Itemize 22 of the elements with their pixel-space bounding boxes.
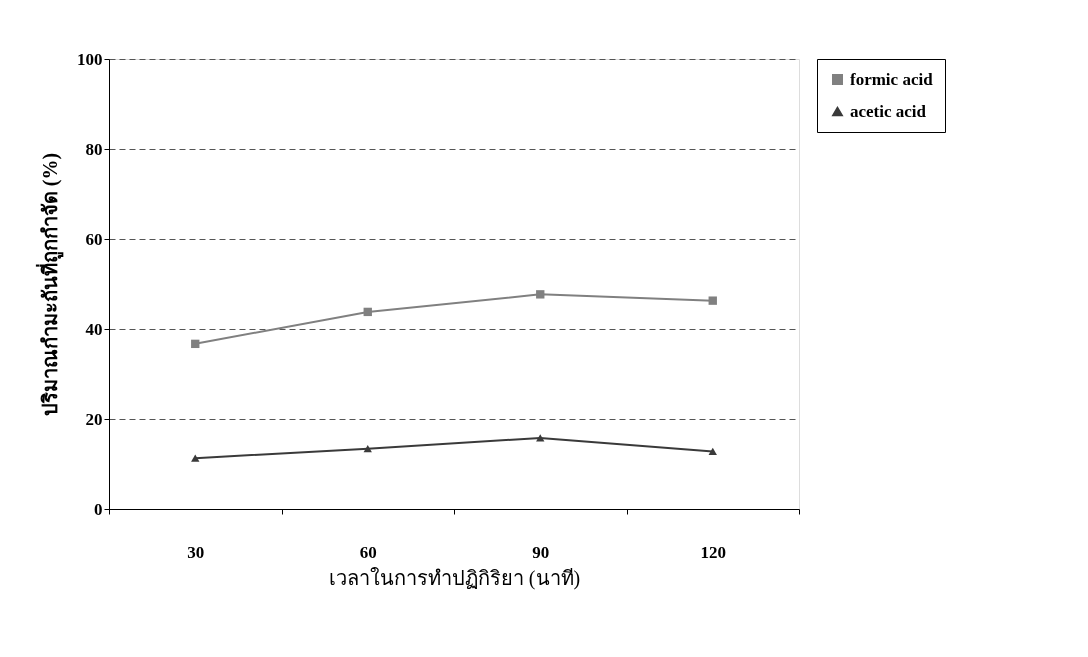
y-tick-label: 40 xyxy=(85,319,103,339)
point xyxy=(363,307,372,317)
legend-label: acetic acid xyxy=(850,101,927,121)
x-tick-label: 60 xyxy=(359,542,377,562)
x-tick-label: 120 xyxy=(700,542,726,562)
x-axis-title: เวลาในการทำปฏิกิริยา (นาที) xyxy=(328,566,581,590)
y-axis-title: ปริมาณกำมะถันที่ถูกกำจัด (%) xyxy=(35,152,64,417)
x-tick-label: 30 xyxy=(187,542,205,562)
point xyxy=(536,434,545,442)
legend-label: formic acid xyxy=(850,69,934,89)
point xyxy=(191,454,200,462)
x-tick-label: 90 xyxy=(532,542,550,562)
y-tick-label: 80 xyxy=(85,139,103,159)
point xyxy=(708,447,717,456)
point xyxy=(363,445,372,453)
y-tick-label: 100 xyxy=(77,49,103,69)
point xyxy=(191,339,200,349)
point xyxy=(536,290,545,299)
y-tick-label: 60 xyxy=(85,229,103,249)
y-tick-label: 20 xyxy=(85,409,103,429)
point xyxy=(708,296,717,305)
y-tick-label: 0 xyxy=(94,499,103,519)
